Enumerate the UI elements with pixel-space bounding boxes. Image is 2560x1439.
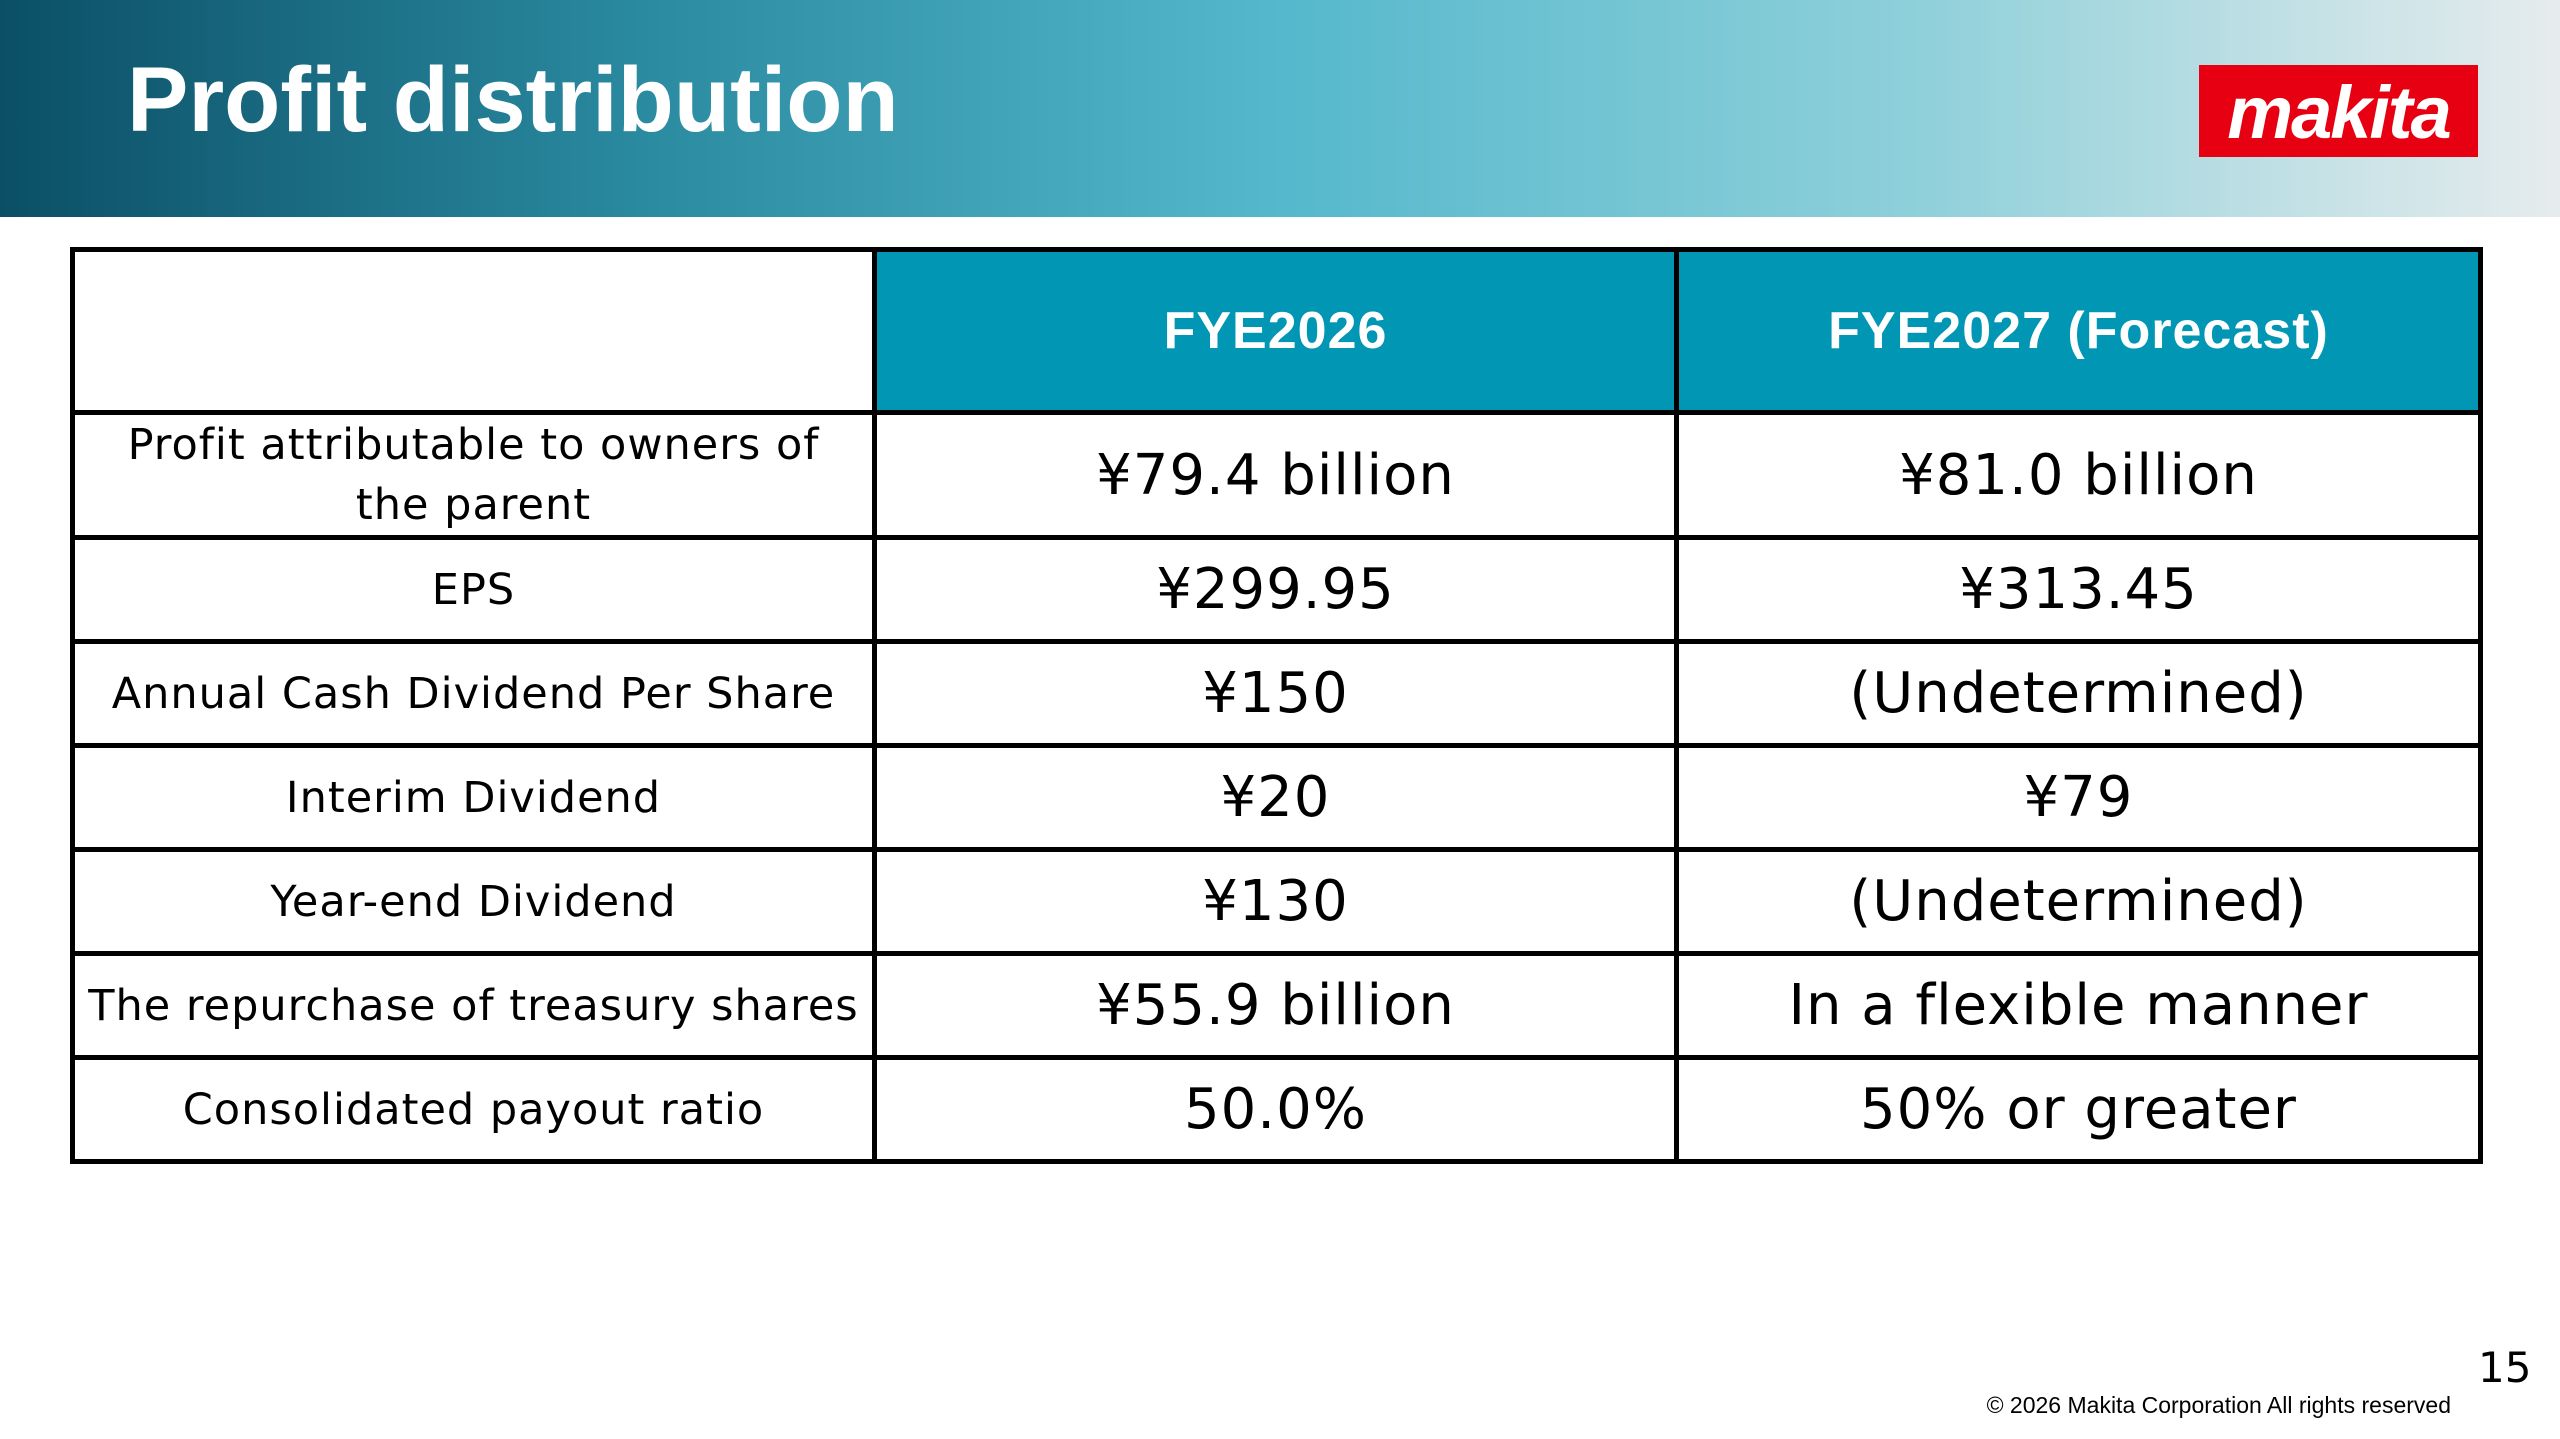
header-band [0, 0, 2560, 217]
table-row: EPS ¥299.95 ¥313.45 [70, 535, 2483, 644]
value-cell: ¥79.4 billion [872, 410, 1679, 540]
value-cell: ¥20 [872, 743, 1679, 852]
row-label: Profit attributable to owners of the par… [70, 410, 877, 540]
header-row: FYE2026 FYE2027 (Forecast) [70, 247, 2483, 415]
row-label: Interim Dividend [70, 743, 877, 852]
table-row: Profit attributable to owners of the par… [70, 410, 2483, 540]
value-cell: In a flexible manner [1674, 951, 2483, 1060]
value-cell: ¥313.45 [1674, 535, 2483, 644]
table-row: The repurchase of treasury shares ¥55.9 b… [70, 951, 2483, 1060]
value-cell: ¥81.0 billion [1674, 410, 2483, 540]
row-label: EPS [70, 535, 877, 644]
table-row: Annual Cash Dividend Per Share ¥150 (Undet… [70, 639, 2483, 748]
corner-cell [70, 247, 877, 415]
value-cell: (Undetermined) [1674, 639, 2483, 748]
table-row: Consolidated payout ratio 50.0% 50% or gre… [70, 1055, 2483, 1164]
value-cell: ¥150 [872, 639, 1679, 748]
value-cell: 50.0% [872, 1055, 1679, 1164]
profit-table: FYE2026 FYE2027 (Forecast) Profit attrib… [70, 247, 2483, 1164]
value-cell: ¥299.95 [872, 535, 1679, 644]
table-row: Year-end Dividend ¥130 (Undetermined) [70, 847, 2483, 956]
row-label: The repurchase of treasury shares [70, 951, 877, 1060]
value-cell: ¥79 [1674, 743, 2483, 852]
value-cell: 50% or greater [1674, 1055, 2483, 1164]
slide-title: Profit distribution [127, 49, 899, 151]
row-label: Year-end Dividend [70, 847, 877, 956]
copyright: © 2026 Makita Corporation All rights res… [1986, 1392, 2451, 1418]
value-cell: (Undetermined) [1674, 847, 2483, 956]
value-cell: ¥55.9 billion [872, 951, 1679, 1060]
row-label: Consolidated payout ratio [70, 1055, 877, 1164]
page-number: 15 [2478, 1343, 2532, 1392]
table-row: Interim Dividend ¥20 ¥79 [70, 743, 2483, 852]
column-header: FYE2027 (Forecast) [1674, 247, 2483, 415]
logo: makita [2199, 65, 2478, 157]
column-header: FYE2026 [872, 247, 1679, 415]
row-label: Annual Cash Dividend Per Share [70, 639, 877, 748]
value-cell: ¥130 [872, 847, 1679, 956]
